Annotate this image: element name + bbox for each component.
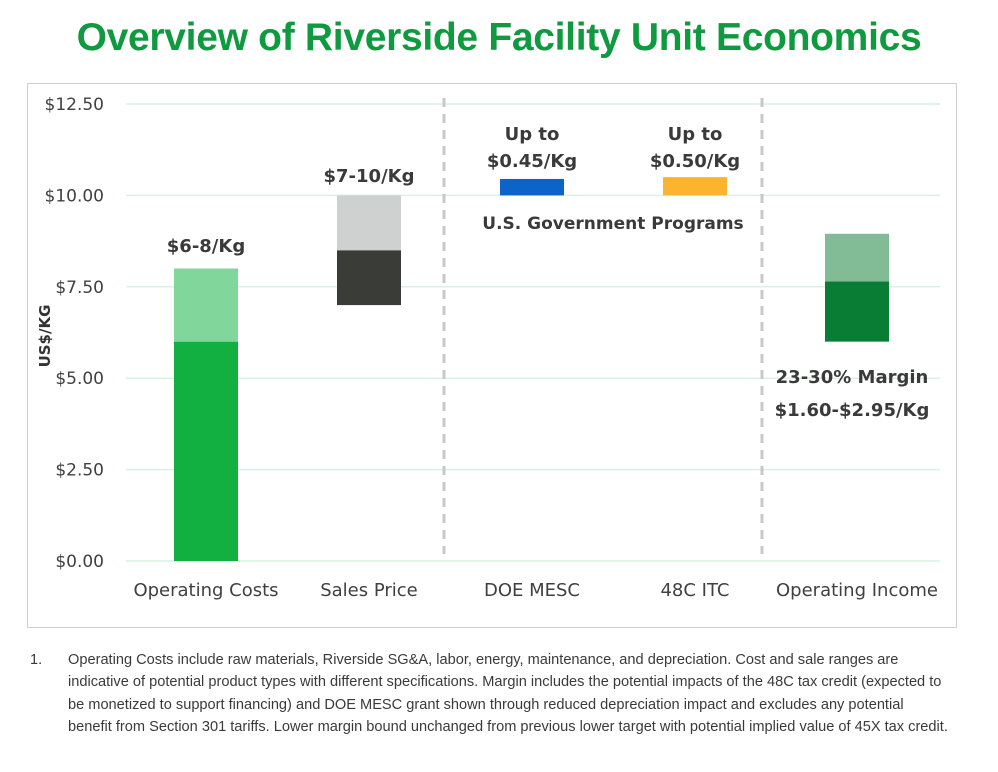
data-label-doe-value: $0.45/Kg bbox=[487, 151, 577, 172]
footnote-text: Operating Costs include raw materials, R… bbox=[68, 652, 948, 736]
x-category-label: Operating Costs bbox=[133, 580, 278, 601]
y-tick-label: $7.50 bbox=[55, 278, 104, 298]
page-title: Overview of Riverside Facility Unit Econ… bbox=[76, 16, 922, 59]
bar-operating-costs-range bbox=[174, 268, 238, 342]
y-axis-label: US$/KG bbox=[36, 305, 54, 368]
footnote-number: 1. bbox=[30, 652, 43, 668]
data-label-doe-upto: Up to bbox=[505, 124, 560, 145]
bar-48c-itc bbox=[663, 177, 727, 196]
x-category-label: Operating Income bbox=[776, 580, 938, 601]
bar-operating-income-range bbox=[825, 233, 889, 282]
bar-sales-price-range bbox=[337, 195, 401, 251]
bar-sales-price-base bbox=[337, 250, 401, 306]
chart-frame: $0.00 $2.50 $5.00 $7.50 $10.00 $12.50 US$/KG Op… bbox=[27, 83, 957, 628]
y-tick-label: $12.50 bbox=[45, 95, 104, 115]
footnote: 1. Operating Costs include raw materials… bbox=[30, 649, 950, 739]
bar-operating-income-base bbox=[825, 281, 889, 342]
x-category-label: 48C ITC bbox=[660, 580, 729, 601]
data-label-itc-value: $0.50/Kg bbox=[650, 151, 740, 172]
y-tick-label: $0.00 bbox=[55, 552, 104, 572]
x-category-label: DOE MESC bbox=[484, 580, 580, 601]
data-label-operating-costs: $6-8/Kg bbox=[167, 236, 245, 257]
unit-economics-chart: $0.00 $2.50 $5.00 $7.50 $10.00 $12.50 US$/KG Op… bbox=[36, 95, 940, 601]
data-label-sales-price: $7-10/Kg bbox=[324, 166, 415, 187]
bar-operating-costs-base bbox=[174, 341, 238, 561]
annotation-margin-pct: 23-30% Margin bbox=[776, 367, 929, 388]
y-tick-label: $5.00 bbox=[55, 369, 104, 389]
y-tick-label: $10.00 bbox=[45, 186, 104, 206]
data-label-itc-upto: Up to bbox=[668, 124, 723, 145]
x-category-label: Sales Price bbox=[320, 580, 418, 601]
bar-doe-mesc bbox=[500, 178, 564, 196]
annotation-margin-value: $1.60-$2.95/Kg bbox=[775, 400, 930, 421]
annotation-gov-programs: U.S. Government Programs bbox=[482, 214, 743, 234]
y-tick-label: $2.50 bbox=[55, 461, 104, 481]
